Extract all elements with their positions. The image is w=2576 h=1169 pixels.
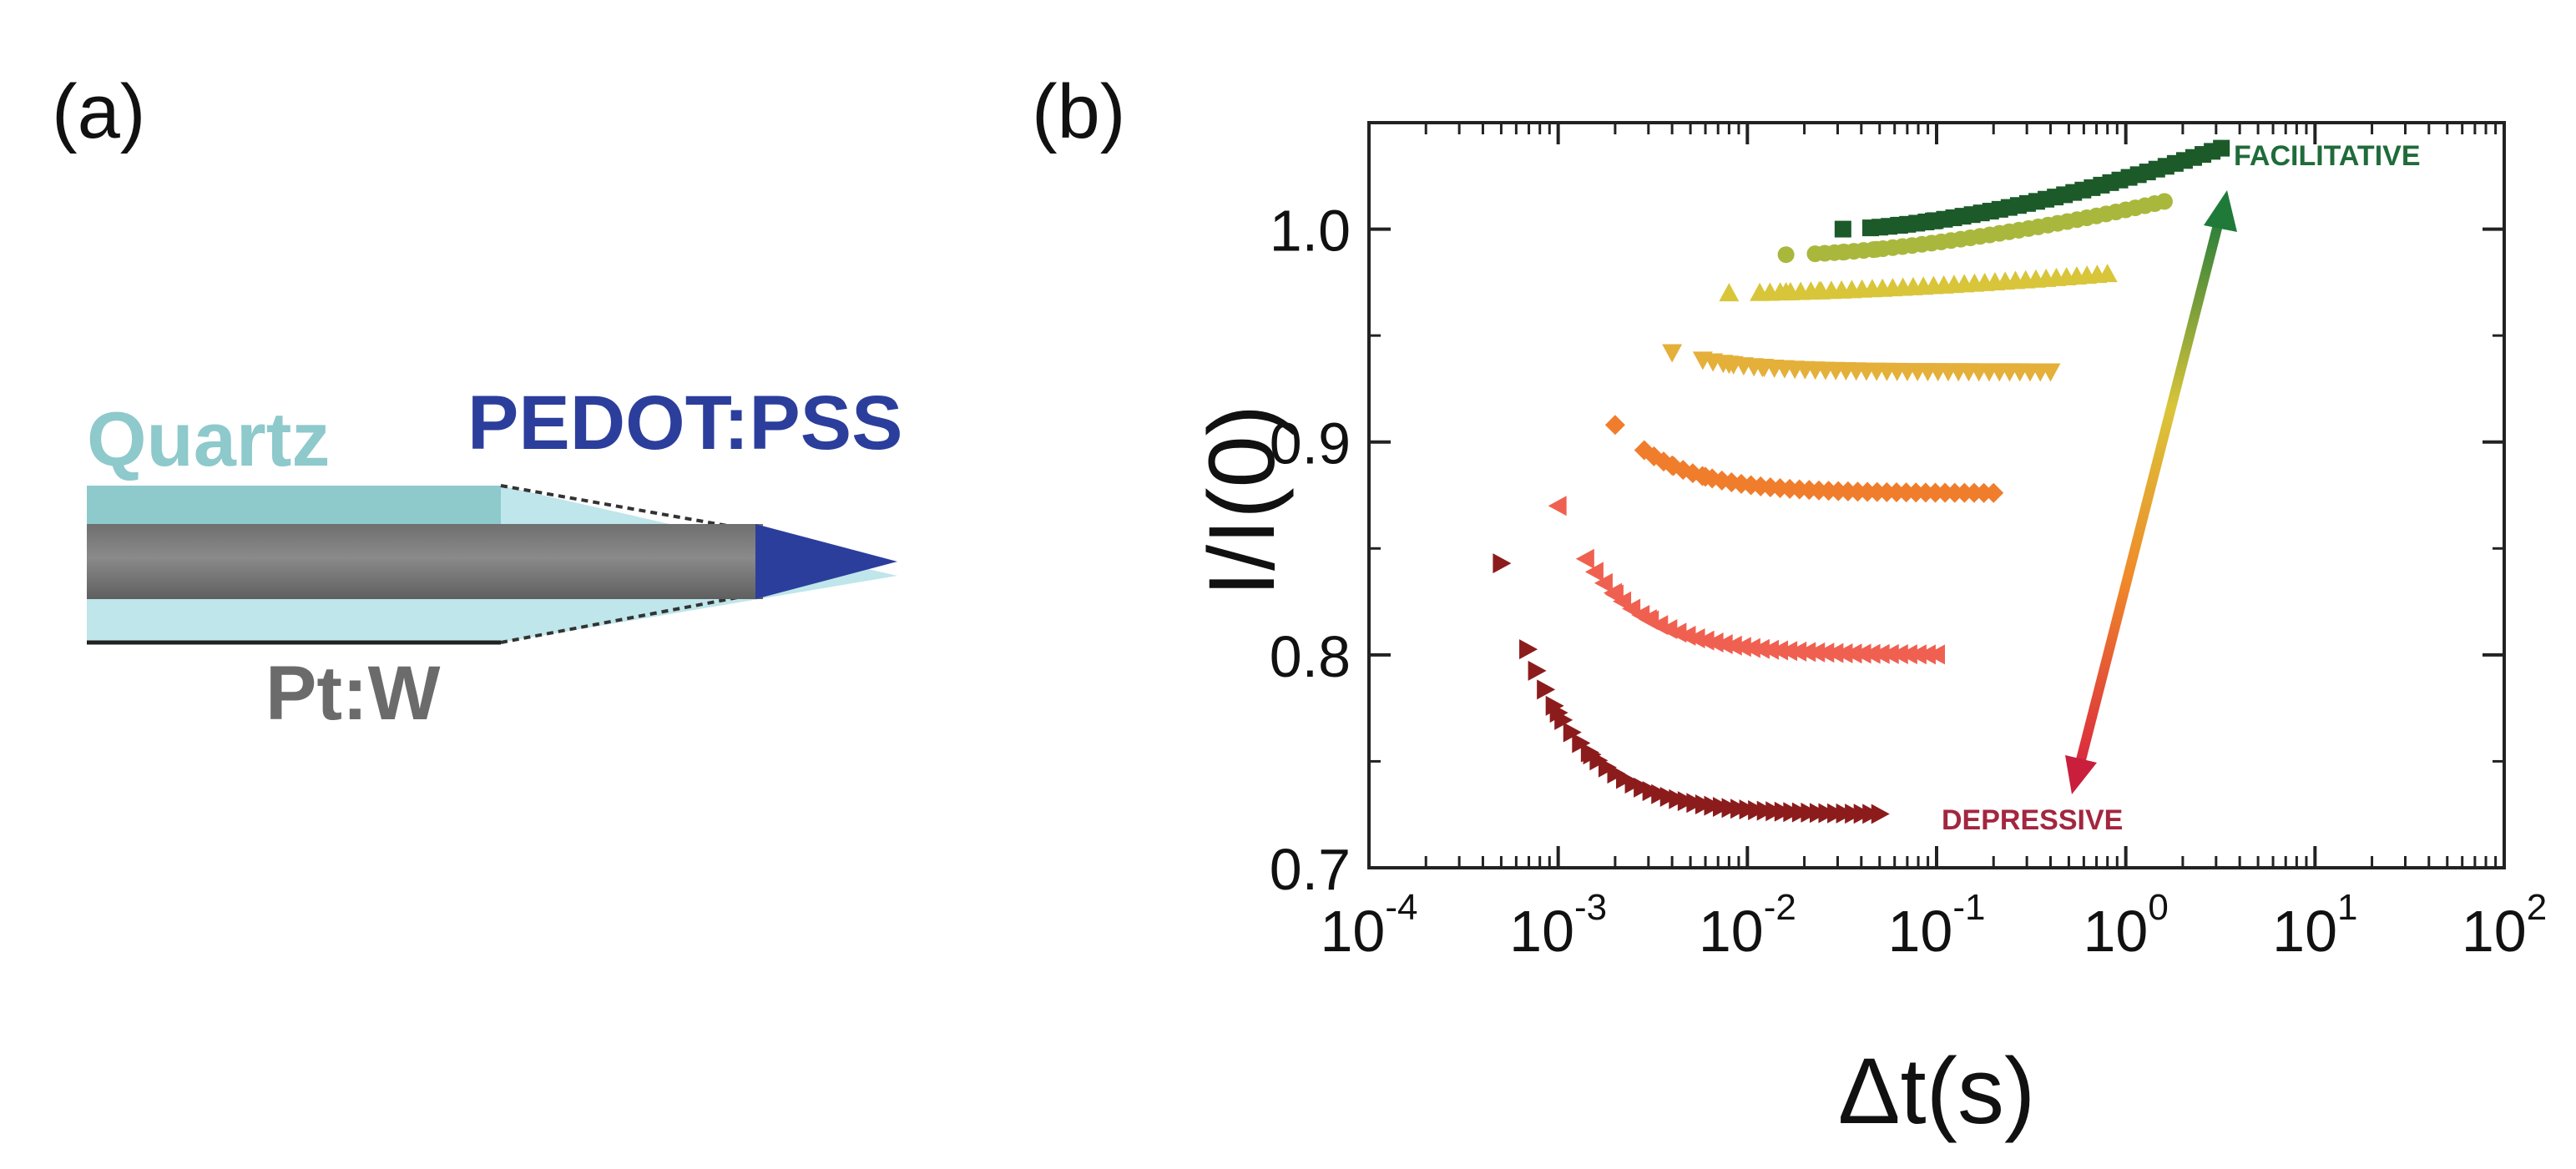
data-point bbox=[1695, 630, 1715, 651]
y-axis-title: I/I(0) bbox=[1190, 405, 1294, 597]
y-tick-label: 1.0 bbox=[1270, 199, 1351, 264]
panel-b-label: (b) bbox=[1032, 69, 1126, 154]
series-diamond bbox=[1604, 415, 2004, 503]
x-tick-label: 10-4 bbox=[1321, 887, 1418, 964]
data-point bbox=[1983, 482, 2004, 503]
data-point bbox=[1806, 642, 1826, 663]
data-point bbox=[1604, 582, 1623, 603]
data-point bbox=[2213, 139, 2230, 157]
data-point bbox=[2040, 363, 2061, 382]
data-point bbox=[1834, 642, 1853, 663]
data-point bbox=[1816, 642, 1835, 663]
x-tick-label: 10-3 bbox=[1509, 887, 1607, 964]
data-point bbox=[1898, 644, 1917, 665]
data-point bbox=[1519, 639, 1538, 660]
data-point bbox=[1692, 466, 1713, 486]
data-series bbox=[1493, 139, 2230, 824]
series-circle bbox=[1777, 193, 2173, 264]
data-point bbox=[1528, 660, 1547, 681]
series-triangle-right bbox=[1493, 553, 1890, 824]
y-tick-label: 0.9 bbox=[1270, 411, 1351, 476]
x-axis-title: Δt(s) bbox=[1838, 1039, 2036, 1143]
pedot-pss-tip bbox=[755, 524, 897, 599]
data-point bbox=[1686, 627, 1705, 648]
x-tick-label: 101 bbox=[2272, 887, 2357, 964]
data-point bbox=[1871, 804, 1890, 824]
data-point bbox=[1750, 638, 1770, 659]
data-point bbox=[1584, 562, 1604, 582]
pedot-pss-label: PEDOT:PSS bbox=[467, 380, 902, 466]
data-point bbox=[1770, 640, 1789, 661]
data-point bbox=[1545, 695, 1564, 716]
x-tick-label: 100 bbox=[2083, 887, 2168, 964]
axis-ticks: 10-4 10-3 10-2 10-1 100 101 102 0.7 0.8 0.9 1.0 bbox=[1270, 123, 2547, 964]
data-point bbox=[1871, 643, 1890, 664]
depressive-annotation: DEPRESSIVE bbox=[1942, 804, 2123, 836]
data-point bbox=[1537, 679, 1556, 700]
panel-a-label: (a) bbox=[52, 69, 146, 154]
data-point bbox=[1779, 641, 1798, 662]
x-tick-label: 102 bbox=[2462, 887, 2547, 964]
data-point bbox=[1825, 642, 1844, 663]
data-point bbox=[1705, 632, 1724, 653]
data-point bbox=[1889, 644, 1908, 665]
data-point bbox=[1843, 643, 1862, 664]
x-tick-label: 10-2 bbox=[1699, 887, 1796, 964]
series-triangle-up bbox=[1719, 264, 2118, 302]
data-point bbox=[1563, 722, 1582, 743]
data-point bbox=[1548, 496, 1567, 516]
series-triangle-down bbox=[1662, 344, 2061, 382]
data-point bbox=[1917, 644, 1936, 665]
data-point bbox=[1907, 644, 1927, 665]
data-point bbox=[1594, 572, 1613, 593]
quartz-taper-upper bbox=[500, 484, 756, 532]
data-point bbox=[1861, 643, 1881, 664]
y-tick-label: 0.7 bbox=[1270, 837, 1351, 902]
data-point bbox=[1604, 415, 1625, 436]
data-point bbox=[1714, 634, 1733, 655]
series-square bbox=[1834, 139, 2230, 238]
data-point bbox=[1880, 643, 1899, 664]
data-point bbox=[2097, 264, 2118, 283]
series-triangle-left bbox=[1548, 496, 1945, 665]
data-point bbox=[1788, 641, 1807, 662]
data-point bbox=[1493, 553, 1512, 574]
data-point bbox=[1760, 639, 1779, 660]
x-tick-label: 10-1 bbox=[1888, 887, 1986, 964]
data-point bbox=[1777, 246, 1795, 264]
quartz-band-top bbox=[87, 486, 501, 524]
quartz-taper-lower bbox=[500, 592, 756, 644]
data-point bbox=[1719, 283, 1740, 302]
data-point bbox=[1732, 637, 1751, 658]
pt-w-wire bbox=[87, 524, 763, 599]
data-point bbox=[1662, 344, 1683, 363]
data-point bbox=[1834, 220, 1851, 238]
trend-arrow-head-up bbox=[2204, 190, 2237, 232]
data-point bbox=[1797, 642, 1816, 663]
data-point bbox=[1741, 637, 1760, 658]
pt-w-label: Pt:W bbox=[265, 651, 441, 736]
y-tick-label: 0.8 bbox=[1270, 624, 1351, 689]
trend-arrow-head-down bbox=[2065, 755, 2097, 794]
trend-arrow-line bbox=[2072, 207, 2227, 778]
quartz-label: Quartz bbox=[87, 397, 330, 482]
data-point bbox=[1554, 709, 1573, 730]
data-point bbox=[1927, 644, 1945, 665]
data-point bbox=[2155, 193, 2173, 210]
facilitative-annotation: FACILITATIVE bbox=[2234, 140, 2421, 172]
data-point bbox=[1852, 643, 1871, 664]
data-point bbox=[1723, 635, 1742, 656]
data-point bbox=[1575, 548, 1594, 569]
